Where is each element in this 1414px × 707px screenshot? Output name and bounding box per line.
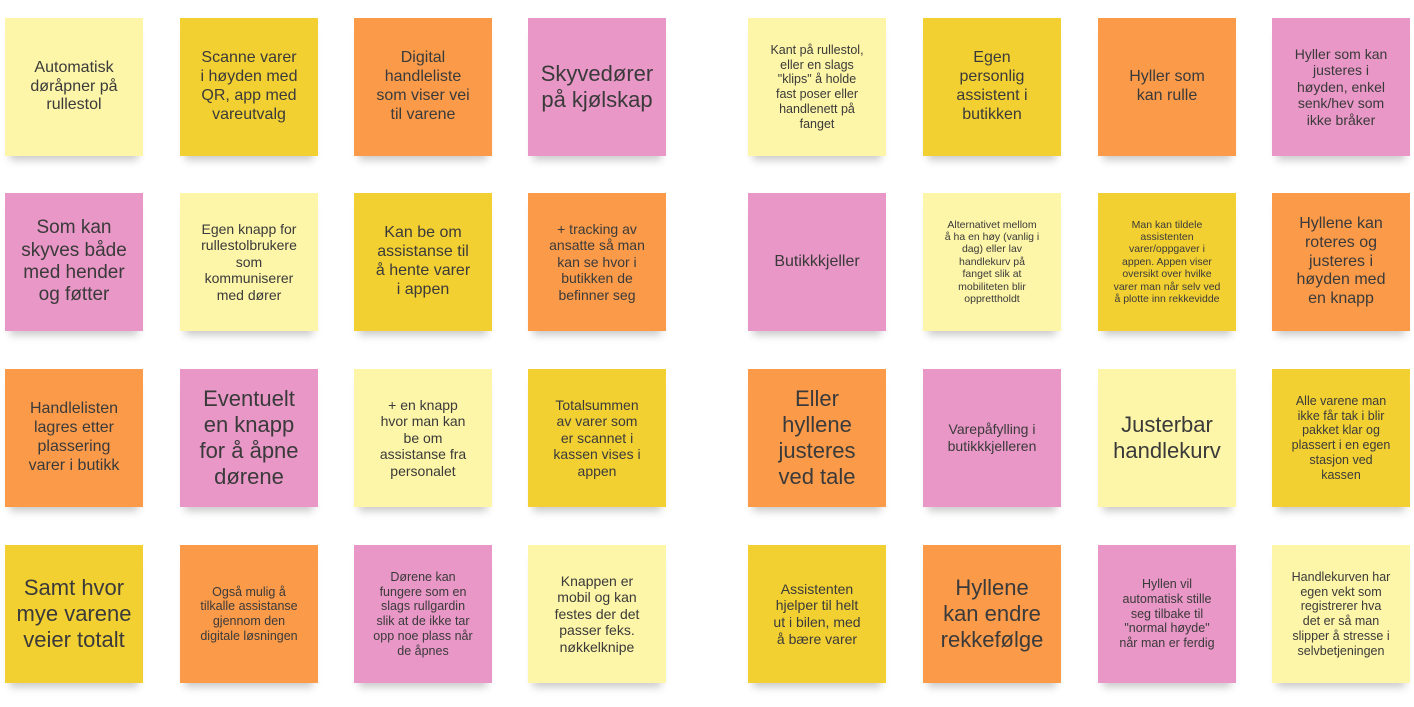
sticky-note-text: Hyllene kan roteres og justeres i høyden… xyxy=(1296,214,1386,308)
sticky-note-29[interactable]: Assistenten hjelper til helt ut i bilen,… xyxy=(748,545,886,683)
sticky-note-26[interactable]: Også mulig å tilkalle assistanse gjennom… xyxy=(180,545,318,683)
sticky-note-25[interactable]: Samt hvor mye varene veier totalt xyxy=(5,545,143,683)
sticky-note-text: Digital handleliste som viser vei til va… xyxy=(376,49,470,123)
sticky-note-13[interactable]: Butikkkjeller xyxy=(748,193,886,331)
sticky-note-15[interactable]: Man kan tildele assistenten varer/oppgav… xyxy=(1098,193,1236,331)
sticky-note-text: Eller hyllene justeres ved tale xyxy=(778,386,856,489)
sticky-note-text: Kan be om assistanse til å hente varer i… xyxy=(375,224,471,298)
sticky-note-19[interactable]: + en knapp hvor man kan be om assistanse… xyxy=(354,369,492,507)
sticky-note-1[interactable]: Automatisk døråpner på rullestol xyxy=(5,18,143,156)
sticky-note-16[interactable]: Hyllene kan roteres og justeres i høyden… xyxy=(1272,193,1410,331)
sticky-note-text: + en knapp hvor man kan be om assistanse… xyxy=(379,396,467,479)
sticky-note-21[interactable]: Eller hyllene justeres ved tale xyxy=(748,369,886,507)
sticky-note-12[interactable]: + tracking av ansatte så man kan se hvor… xyxy=(528,193,666,331)
sticky-note-text: Også mulig å tilkalle assistanse gjennom… xyxy=(200,584,298,643)
sticky-note-text: Automatisk døråpner på rullestol xyxy=(30,58,118,114)
sticky-note-27[interactable]: Dørene kan fungere som en slags rullgard… xyxy=(354,545,492,683)
sticky-note-31[interactable]: Hyllen vil automatisk stille seg tilbake… xyxy=(1098,545,1236,683)
sticky-note-text: Assistenten hjelper til helt ut i bilen,… xyxy=(773,580,861,647)
sticky-note-22[interactable]: Varepåfylling i butikkkjelleren xyxy=(923,369,1061,507)
sticky-note-4[interactable]: Skyvedører på kjølskap xyxy=(528,18,666,156)
sticky-note-text: Varepåfylling i butikkkjelleren xyxy=(947,421,1037,454)
sticky-note-5[interactable]: Kant på rullestol, eller en slags "klips… xyxy=(748,18,886,156)
sticky-note-11[interactable]: Kan be om assistanse til å hente varer i… xyxy=(354,193,492,331)
sticky-note-text: Knappen er mobil og kan festes der det p… xyxy=(554,572,640,655)
sticky-note-text: Dørene kan fungere som en slags rullgard… xyxy=(373,569,473,658)
sticky-note-10[interactable]: Egen knapp for rullestolbrukere som komm… xyxy=(180,193,318,331)
sticky-note-17[interactable]: Handlelisten lagres etter plassering var… xyxy=(5,369,143,507)
sticky-note-7[interactable]: Hyller som kan rulle xyxy=(1098,18,1236,156)
sticky-note-6[interactable]: Egen personlig assistent i butikken xyxy=(923,18,1061,156)
sticky-note-text: Egen personlig assistent i butikken xyxy=(956,49,1028,123)
sticky-note-18[interactable]: Eventuelt en knapp for å åpne dørene xyxy=(180,369,318,507)
sticky-note-text: Samt hvor mye varene veier totalt xyxy=(16,575,132,652)
sticky-note-9[interactable]: Som kan skyves både med hender og føtter xyxy=(5,193,143,331)
sticky-note-text: Eventuelt en knapp for å åpne dørene xyxy=(199,386,299,489)
sticky-note-30[interactable]: Hyllene kan endre rekkefølge xyxy=(923,545,1061,683)
sticky-note-text: Kant på rullestol, eller en slags "klips… xyxy=(770,42,864,131)
sticky-note-text: Handlekurven har egen vekt som registrer… xyxy=(1291,569,1391,658)
sticky-note-text: Hyller som kan rulle xyxy=(1129,68,1205,104)
sticky-note-3[interactable]: Digital handleliste som viser vei til va… xyxy=(354,18,492,156)
sticky-note-32[interactable]: Handlekurven har egen vekt som registrer… xyxy=(1272,545,1410,683)
sticky-note-24[interactable]: Alle varene man ikke får tak i blir pakk… xyxy=(1272,369,1410,507)
sticky-note-text: Handlelisten lagres etter plassering var… xyxy=(28,400,120,474)
sticky-note-14[interactable]: Alternativet mellom å ha en høy (vanlig … xyxy=(923,193,1061,331)
sticky-note-23[interactable]: Justerbar handlekurv xyxy=(1098,369,1236,507)
sticky-note-text: Scanne varer i høyden med QR, app med va… xyxy=(200,49,298,123)
sticky-note-text: Justerbar handlekurv xyxy=(1113,412,1221,463)
sticky-note-8[interactable]: Hyller som kan justeres i høyden, enkel … xyxy=(1272,18,1410,156)
sticky-note-text: Alle varene man ikke får tak i blir pakk… xyxy=(1291,393,1391,482)
sticky-note-2[interactable]: Scanne varer i høyden med QR, app med va… xyxy=(180,18,318,156)
sticky-note-20[interactable]: Totalsummen av varer som er scannet i ka… xyxy=(528,369,666,507)
sticky-note-text: Hyller som kan justeres i høyden, enkel … xyxy=(1294,45,1388,128)
sticky-note-text: Totalsummen av varer som er scannet i ka… xyxy=(553,396,641,479)
sticky-note-text: Egen knapp for rullestolbrukere som komm… xyxy=(201,220,297,303)
sticky-note-text: Alternativet mellom å ha en høy (vanlig … xyxy=(944,218,1040,305)
sticky-note-text: Som kan skyves både med hender og føtter xyxy=(21,217,127,306)
sticky-note-28[interactable]: Knappen er mobil og kan festes der det p… xyxy=(528,545,666,683)
sticky-note-text: Skyvedører på kjølskap xyxy=(540,61,654,112)
sticky-note-text: Butikkkjeller xyxy=(774,252,860,270)
sticky-note-text: + tracking av ansatte så man kan se hvor… xyxy=(549,220,645,303)
sticky-note-text: Hyllene kan endre rekkefølge xyxy=(940,575,1044,652)
sticky-note-text: Hyllen vil automatisk stille seg tilbake… xyxy=(1119,577,1215,651)
sticky-note-text: Man kan tildele assistenten varer/oppgav… xyxy=(1113,218,1221,305)
